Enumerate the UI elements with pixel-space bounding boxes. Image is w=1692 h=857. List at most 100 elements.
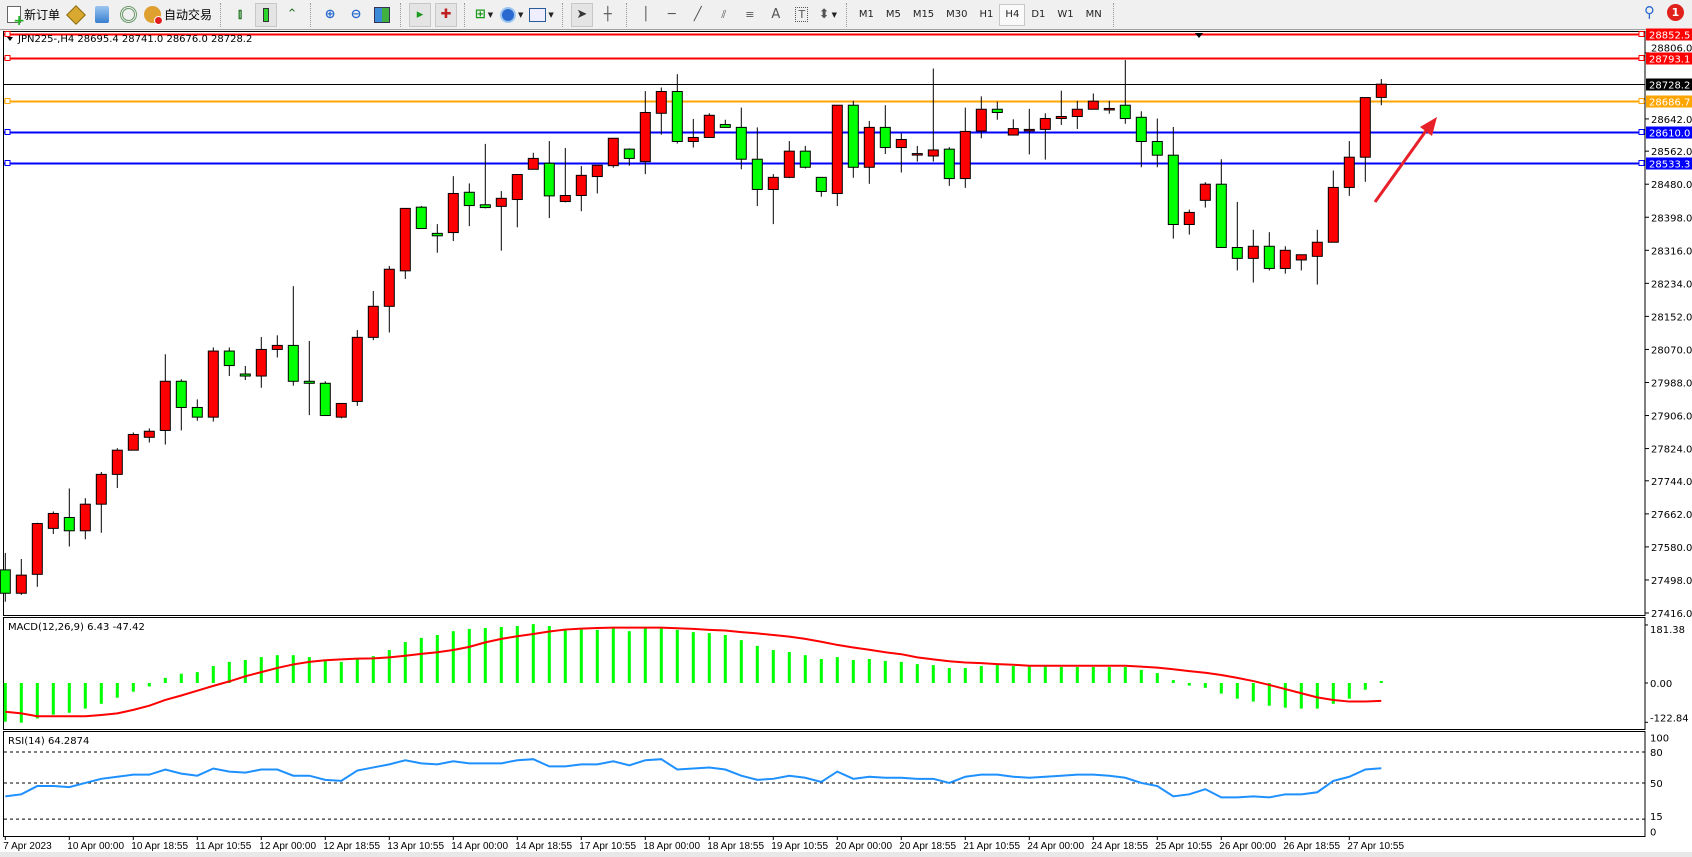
timeframe-d1[interactable]: D1 (1031, 9, 1046, 20)
price-tick-label: 28070.0 (1651, 345, 1692, 356)
symbol-header: JPN225-,H4 28695.4 28741.0 28676.0 28728… (17, 34, 252, 45)
timeframe-h1[interactable]: H1 (979, 9, 994, 20)
bar-chart-button[interactable]: ⫾ (229, 3, 251, 27)
price-label-bg (1646, 78, 1692, 91)
macd-histogram-bar (1059, 667, 1063, 683)
line-handle (4, 31, 11, 37)
templates-icon (529, 7, 547, 22)
macd-histogram-bar (3, 683, 7, 722)
candle-body (1215, 183, 1227, 248)
auto-trading-button[interactable]: 自动交易 (143, 3, 213, 27)
macd-histogram-bar (675, 629, 679, 683)
templates-button[interactable]: ▼ (528, 3, 554, 27)
price-tick-label: 28480.0 (1651, 180, 1692, 191)
indicators-button[interactable]: ⊞ ▼ (473, 3, 495, 27)
line-handle (4, 160, 11, 166)
macd-histogram-bar (915, 664, 919, 683)
crosshair-icon: ┼ (603, 7, 612, 22)
timeframe-m30[interactable]: M30 (946, 9, 968, 20)
macd-histogram-bar (1315, 683, 1319, 709)
candle-body (831, 104, 843, 194)
line-handle (4, 98, 11, 104)
macd-histogram-bar (1331, 683, 1335, 704)
chart-shift-icon: ✚ (440, 7, 452, 22)
line-chart-button[interactable]: ⌃ (281, 3, 303, 27)
candle-body (543, 162, 555, 197)
annotation-arrow-head-icon (1420, 117, 1437, 136)
arrows-button[interactable]: ⬍ ▼ (817, 3, 839, 27)
price-tick-label: 28642.0 (1651, 115, 1692, 126)
price-line-label: 28728.2 (1649, 81, 1690, 92)
fibonacci-expansion-button[interactable]: ⫽ (713, 3, 735, 27)
timeframe-w1[interactable]: W1 (1057, 9, 1074, 20)
separator (220, 2, 222, 27)
time-axis-label: 14 Apr 00:00 (451, 841, 508, 852)
timeframe-m5[interactable]: M5 (885, 9, 901, 20)
candle-body (943, 148, 955, 180)
candle-body (479, 204, 491, 209)
time-axis-label: 20 Apr 18:55 (899, 841, 956, 852)
horizontal-line-button[interactable]: ─ (661, 3, 683, 27)
candlestick-button[interactable] (255, 2, 278, 27)
candle-body (703, 114, 715, 138)
candle-body (1007, 128, 1019, 136)
time-axis-label: 17 Apr 10:55 (579, 841, 636, 852)
auto-scroll-button[interactable]: ▸ (409, 2, 432, 27)
time-axis-label: 14 Apr 18:55 (515, 841, 572, 852)
macd-histogram-bar (243, 659, 247, 683)
macd-histogram-bar (1347, 683, 1351, 699)
price-line-label: 28610.0 (1649, 129, 1690, 140)
price-tick-label: 27498.0 (1651, 576, 1692, 587)
separator (845, 2, 848, 27)
periods-button[interactable]: ▼ (499, 3, 524, 27)
timeframe-h4[interactable]: H4 (999, 3, 1026, 26)
line-chart-icon: ⌃ (286, 7, 298, 22)
text-label-button[interactable]: T (791, 3, 813, 27)
macd-histogram-bar (1251, 683, 1255, 702)
rsi-label: RSI(14) 64.2874 (8, 736, 89, 747)
new-order-button[interactable]: + 新订单 (6, 3, 61, 28)
price-label-bg (1646, 95, 1692, 108)
timeframe-m1[interactable]: M1 (858, 9, 874, 20)
zoom-out-icon: ⊖ (350, 7, 362, 22)
macd-panel (3, 617, 1646, 730)
data-window-button[interactable] (91, 3, 113, 27)
notification-icon[interactable]: 1 (1667, 3, 1684, 21)
macd-histogram-bar (387, 650, 391, 683)
candle-body (1199, 183, 1211, 201)
candle-body (191, 406, 203, 418)
macd-histogram-bar (595, 629, 599, 683)
candle-body (1359, 97, 1371, 158)
candle-body (991, 108, 1003, 113)
candle-body (911, 153, 923, 156)
data-window-icon (95, 6, 110, 23)
chart-shift-button[interactable]: ✚ (435, 2, 458, 27)
search-icon[interactable]: ⚲ (1644, 3, 1655, 21)
macd-histogram-bar (547, 626, 551, 683)
tile-windows-button[interactable] (371, 3, 393, 27)
chart-window[interactable]: 28806.0 28642.0 28562.0 28480.0 28398.0 28316… (0, 28, 1692, 857)
macd-histogram-bar (1091, 667, 1095, 683)
vertical-line-button[interactable]: │ (635, 3, 657, 27)
candle-body (671, 91, 683, 142)
zoom-out-button[interactable]: ⊖ (345, 3, 367, 27)
crosshair-button[interactable]: ┼ (597, 3, 619, 27)
fibonacci-fan-button[interactable]: ≡ (739, 3, 761, 27)
macd-histogram-bar (371, 656, 375, 683)
timeframe-m15[interactable]: M15 (912, 9, 935, 20)
macd-histogram-bar (355, 659, 359, 683)
right-tools: ⚲ 1 (1644, 3, 1684, 21)
zoom-in-button[interactable]: ⊕ (319, 3, 341, 27)
timeframe-mn[interactable]: MN (1085, 9, 1102, 20)
macd-histogram-bar (51, 683, 55, 715)
macd-histogram-bar (963, 667, 967, 683)
navigator-button[interactable] (117, 3, 139, 27)
candle-body (1263, 245, 1275, 269)
text-button[interactable]: A (765, 3, 787, 27)
price-tick-label: 27416.0 (1651, 609, 1692, 620)
candle-body (1167, 154, 1179, 226)
cursor-button[interactable]: ➤ (570, 2, 593, 27)
macd-histogram-bar (1219, 683, 1223, 694)
trendline-button[interactable]: ╱ (687, 3, 709, 27)
